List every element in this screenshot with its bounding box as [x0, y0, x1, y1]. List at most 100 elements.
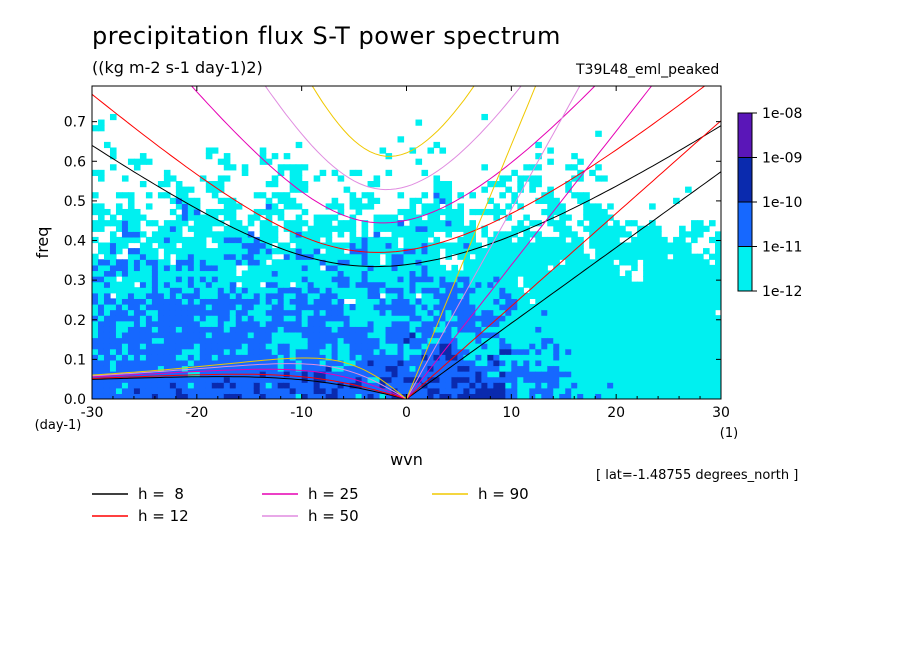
- field-cell: [373, 175, 381, 182]
- field-cell: [253, 248, 261, 255]
- field-cell: [289, 270, 297, 277]
- field-cell: [493, 287, 500, 294]
- field-cell: [475, 281, 482, 288]
- field-cell: [601, 393, 608, 399]
- field-cell: [631, 331, 638, 339]
- field-cell: [379, 343, 387, 350]
- field-cell: [109, 220, 117, 227]
- field-cell: [433, 141, 441, 149]
- field-cell: [235, 253, 243, 260]
- field-cell: [469, 382, 476, 389]
- field-cell: [115, 270, 123, 277]
- field-cell: [589, 393, 596, 399]
- field-cell: [511, 169, 518, 177]
- field-cell: [349, 387, 357, 395]
- field-cell: [121, 365, 129, 372]
- field-cell: [367, 315, 375, 322]
- field-cell: [655, 248, 662, 255]
- field-cell: [127, 371, 135, 378]
- field-cell: [349, 276, 357, 283]
- field-cell: [595, 337, 602, 344]
- field-cell: [163, 298, 171, 305]
- field-cell: [187, 248, 195, 255]
- field-cell: [619, 231, 626, 238]
- field-cell: [481, 337, 488, 344]
- field-cell: [325, 281, 333, 288]
- field-cell: [445, 303, 453, 311]
- field-cell: [703, 264, 710, 272]
- field-cell: [157, 382, 165, 389]
- field-cell: [505, 382, 512, 389]
- field-cell: [415, 376, 423, 383]
- field-cell: [187, 264, 195, 272]
- field-cell: [121, 359, 129, 367]
- field-cell: [679, 320, 686, 327]
- field-cell: [415, 242, 423, 249]
- field-cell: [667, 303, 674, 311]
- field-cell: [703, 270, 710, 277]
- field-cell: [97, 214, 105, 221]
- field-cell: [499, 382, 506, 389]
- field-cell: [379, 315, 387, 322]
- field-cell: [463, 264, 470, 272]
- field-cell: [691, 276, 698, 283]
- field-cell: [481, 231, 488, 238]
- field-cell: [703, 259, 710, 266]
- field-cell: [283, 292, 291, 299]
- field-cell: [487, 337, 494, 344]
- field-cell: [193, 320, 201, 327]
- field-cell: [175, 309, 183, 316]
- field-cell: [97, 382, 105, 389]
- field-cell: [451, 393, 459, 399]
- field-cell: [457, 292, 465, 299]
- field-cell: [331, 382, 339, 389]
- colorbar-swatch: [737, 157, 753, 203]
- field-cell: [289, 276, 297, 283]
- field-cell: [97, 203, 105, 210]
- field-cell: [445, 231, 453, 238]
- field-cell: [409, 259, 417, 266]
- field-cell: [427, 320, 435, 327]
- field-cell: [151, 281, 159, 288]
- field-cell: [691, 337, 698, 344]
- field-cell: [139, 376, 147, 383]
- field-cell: [385, 214, 393, 221]
- field-cell: [643, 387, 650, 395]
- field-cell: [355, 359, 363, 367]
- field-cell: [631, 348, 638, 355]
- field-cell: [469, 231, 476, 238]
- field-cell: [559, 359, 566, 367]
- field-cell: [349, 365, 357, 372]
- field-cell: [175, 292, 183, 299]
- field-cell: [373, 298, 381, 305]
- field-cell: [181, 376, 189, 383]
- field-cell: [349, 393, 357, 399]
- field-cell: [121, 264, 129, 272]
- field-cell: [301, 337, 309, 344]
- field-cell: [493, 181, 500, 188]
- field-cell: [601, 387, 608, 395]
- field-cell: [241, 298, 249, 305]
- field-cell: [187, 253, 195, 260]
- field-cell: [559, 303, 566, 311]
- field-cell: [169, 225, 177, 232]
- field-cell: [637, 231, 644, 238]
- field-cell: [589, 225, 596, 232]
- field-cell: [193, 292, 201, 299]
- field-cell: [535, 231, 542, 238]
- field-cell: [607, 292, 614, 299]
- field-cell: [583, 354, 590, 361]
- field-cell: [541, 331, 548, 339]
- field-cell: [343, 270, 351, 277]
- field-cell: [277, 348, 285, 355]
- field-cell: [337, 220, 345, 227]
- field-cell: [433, 236, 441, 244]
- field-cell: [649, 303, 656, 311]
- field-cell: [163, 348, 171, 355]
- field-cell: [325, 343, 333, 350]
- field-cell: [92, 259, 99, 266]
- field-cell: [523, 359, 530, 367]
- field-cell: [667, 393, 674, 399]
- field-cell: [481, 354, 488, 361]
- field-cell: [559, 387, 566, 395]
